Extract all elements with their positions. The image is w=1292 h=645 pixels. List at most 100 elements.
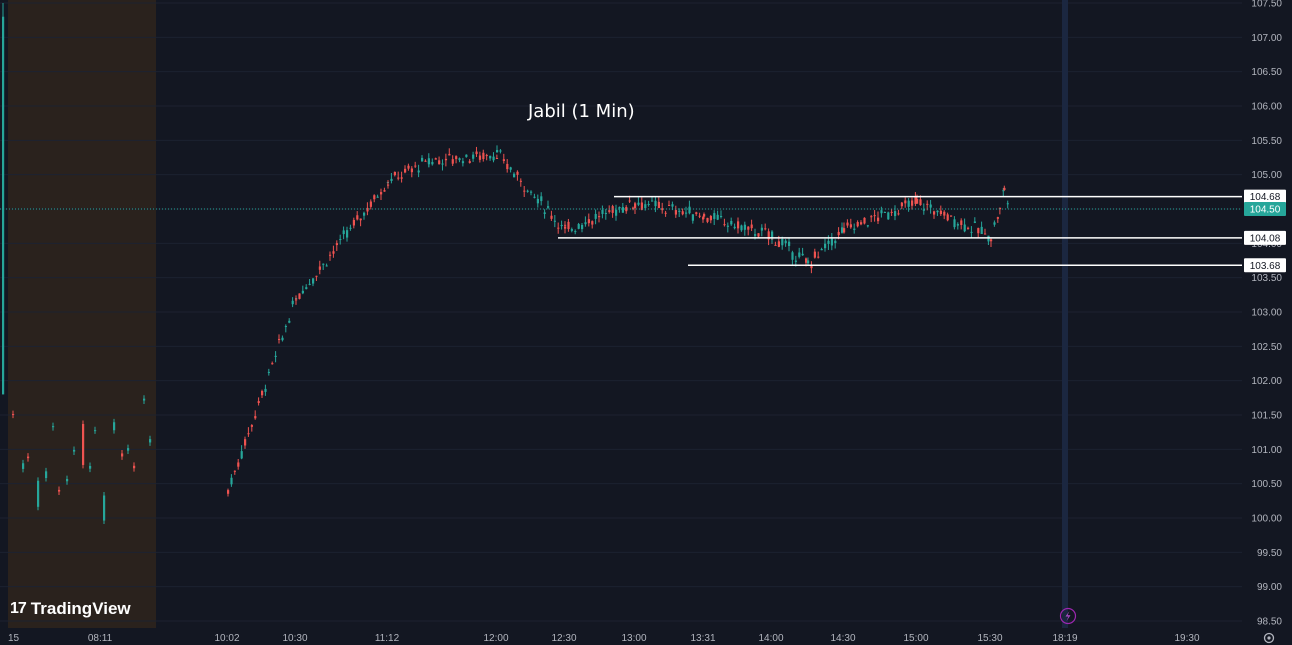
- candle: [366, 202, 369, 216]
- candle: [922, 203, 925, 215]
- candle: [713, 210, 716, 226]
- candle: [288, 318, 291, 324]
- candle: [373, 194, 376, 203]
- svg-text:104.08: 104.08: [1250, 233, 1281, 244]
- time-tick-label: 15:00: [903, 633, 928, 644]
- candle: [2, 3, 5, 395]
- candle: [237, 458, 240, 470]
- candle: [421, 155, 424, 162]
- candle: [791, 250, 794, 265]
- grid-lines: [0, 2, 1242, 622]
- price-tick-label: 100.50: [1251, 479, 1282, 490]
- candle: [393, 171, 396, 177]
- candle: [414, 161, 417, 168]
- candle: [564, 221, 567, 226]
- candle: [267, 368, 270, 376]
- svg-text:103.68: 103.68: [1250, 261, 1281, 272]
- candle: [634, 201, 637, 214]
- candle: [359, 218, 362, 227]
- candle: [143, 395, 146, 404]
- candle: [387, 180, 390, 189]
- candle: [733, 223, 736, 230]
- tradingview-logo-icon: 17: [10, 600, 27, 617]
- candle: [301, 285, 304, 295]
- svg-text:104.68: 104.68: [1250, 192, 1281, 203]
- candle: [853, 223, 856, 234]
- time-tick-label: 14:30: [830, 633, 855, 644]
- candle: [444, 153, 448, 167]
- candle: [820, 247, 823, 251]
- candle: [807, 257, 810, 266]
- candle: [441, 159, 444, 171]
- candle: [907, 198, 910, 212]
- candle: [458, 157, 461, 163]
- candle: [674, 205, 677, 218]
- candle: [560, 220, 563, 230]
- candle: [723, 218, 726, 227]
- price-tick-label: 103.00: [1251, 308, 1282, 319]
- candle: [475, 146, 478, 157]
- candle: [873, 210, 876, 222]
- candle: [557, 222, 560, 234]
- candle: [380, 188, 383, 200]
- lightning-icon[interactable]: [1059, 607, 1077, 625]
- candle: [103, 492, 106, 525]
- candle: [939, 205, 942, 216]
- candle: [349, 224, 352, 231]
- candle: [774, 241, 777, 246]
- candle: [967, 226, 970, 230]
- candle: [52, 422, 55, 431]
- candle: [485, 153, 488, 161]
- candle: [688, 200, 691, 215]
- candle: [632, 206, 635, 211]
- candle: [325, 263, 328, 267]
- candle: [771, 230, 774, 244]
- candle: [973, 217, 976, 224]
- candle: [743, 221, 746, 236]
- candle: [767, 228, 770, 246]
- candle: [322, 263, 325, 270]
- candle: [478, 151, 482, 163]
- candle: [509, 166, 512, 173]
- candle: [980, 221, 983, 234]
- candle: [247, 427, 250, 437]
- candle: [482, 149, 485, 162]
- candle: [601, 205, 604, 219]
- candle: [946, 212, 949, 222]
- time-tick-label: 11:12: [375, 633, 400, 644]
- candle: [305, 284, 308, 290]
- time-tick-label: 10:02: [214, 633, 239, 644]
- candle: [615, 204, 618, 221]
- candle: [625, 205, 628, 214]
- candle: [27, 453, 30, 462]
- candle: [984, 228, 987, 235]
- candle: [472, 151, 475, 162]
- candle: [911, 197, 914, 210]
- candles: [2, 3, 1009, 525]
- candle: [824, 238, 827, 252]
- gear-icon[interactable]: [1263, 632, 1275, 644]
- level-price-tag: 104.08: [1244, 230, 1286, 245]
- candle: [698, 212, 701, 219]
- time-tick-label: 08:11: [88, 633, 113, 644]
- time-axis[interactable]: 15 08:11 10:02 10:30 11:12 12:00 12:30 13:00 13:…: [8, 633, 1200, 644]
- candle: [250, 424, 253, 432]
- horizontal-levels[interactable]: [558, 195, 1242, 267]
- candle: [716, 210, 719, 221]
- time-tick-label: 19:30: [1174, 633, 1199, 644]
- candle: [664, 210, 667, 217]
- price-tick-label: 100.00: [1251, 514, 1282, 525]
- time-tick-label: 18:19: [1052, 633, 1077, 644]
- price-tick-label: 106.00: [1251, 102, 1282, 113]
- candle: [451, 155, 454, 166]
- candle: [94, 426, 97, 434]
- candle: [400, 171, 403, 183]
- candle: [661, 202, 664, 214]
- candle: [640, 197, 643, 211]
- candle: [519, 178, 522, 187]
- candle: [12, 410, 15, 419]
- candle: [291, 297, 294, 308]
- candle: [581, 222, 584, 233]
- candle: [760, 224, 763, 237]
